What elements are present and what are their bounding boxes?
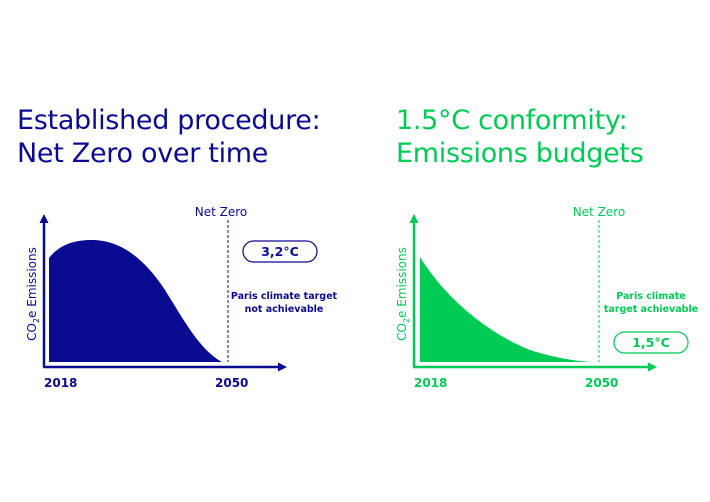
left-y-axis-label: CO2e Emissions — [25, 247, 41, 341]
left-note-line2: not achievable — [245, 304, 324, 315]
right-title-line1: 1.5°C conformity: — [396, 105, 628, 136]
left-temperature-badge — [242, 240, 318, 263]
left-x-end-label: 2050 — [215, 376, 248, 390]
left-y-axis-arrow — [39, 214, 49, 223]
right-x-start-label: 2018 — [414, 376, 447, 390]
right-diagram: Net Zero CO2e Emissions 2018 2050 Paris … — [395, 205, 698, 390]
right-emissions-area — [420, 257, 592, 362]
left-diagram: Net Zero CO2e Emissions 2018 2050 3,2°C … — [25, 205, 338, 390]
left-title-line1: Established procedure: — [17, 105, 321, 136]
right-x-axis-arrow — [648, 362, 657, 372]
left-x-start-label: 2018 — [44, 376, 77, 390]
left-x-axis-arrow — [278, 362, 287, 372]
right-y-axis-label: CO2e Emissions — [395, 247, 411, 341]
right-temperature-value: 1,5°C — [632, 335, 670, 350]
right-title-line2: Emissions budgets — [396, 138, 644, 169]
left-title: Established procedure: Net Zero over tim… — [17, 104, 321, 170]
left-temperature-value: 3,2°C — [261, 244, 299, 259]
right-note-line1: Paris climate — [616, 291, 685, 302]
right-net-zero-label: Net Zero — [573, 205, 626, 219]
right-temperature-badge — [613, 331, 689, 354]
left-note-line1: Paris climate target — [231, 291, 338, 302]
right-x-end-label: 2050 — [585, 376, 618, 390]
left-title-line2: Net Zero over time — [17, 138, 269, 169]
left-emissions-area — [49, 240, 222, 362]
right-y-axis-arrow — [409, 214, 419, 223]
right-title: 1.5°C conformity: Emissions budgets — [396, 104, 644, 170]
left-net-zero-label: Net Zero — [195, 205, 248, 219]
right-note-line2: target achievable — [604, 304, 698, 315]
